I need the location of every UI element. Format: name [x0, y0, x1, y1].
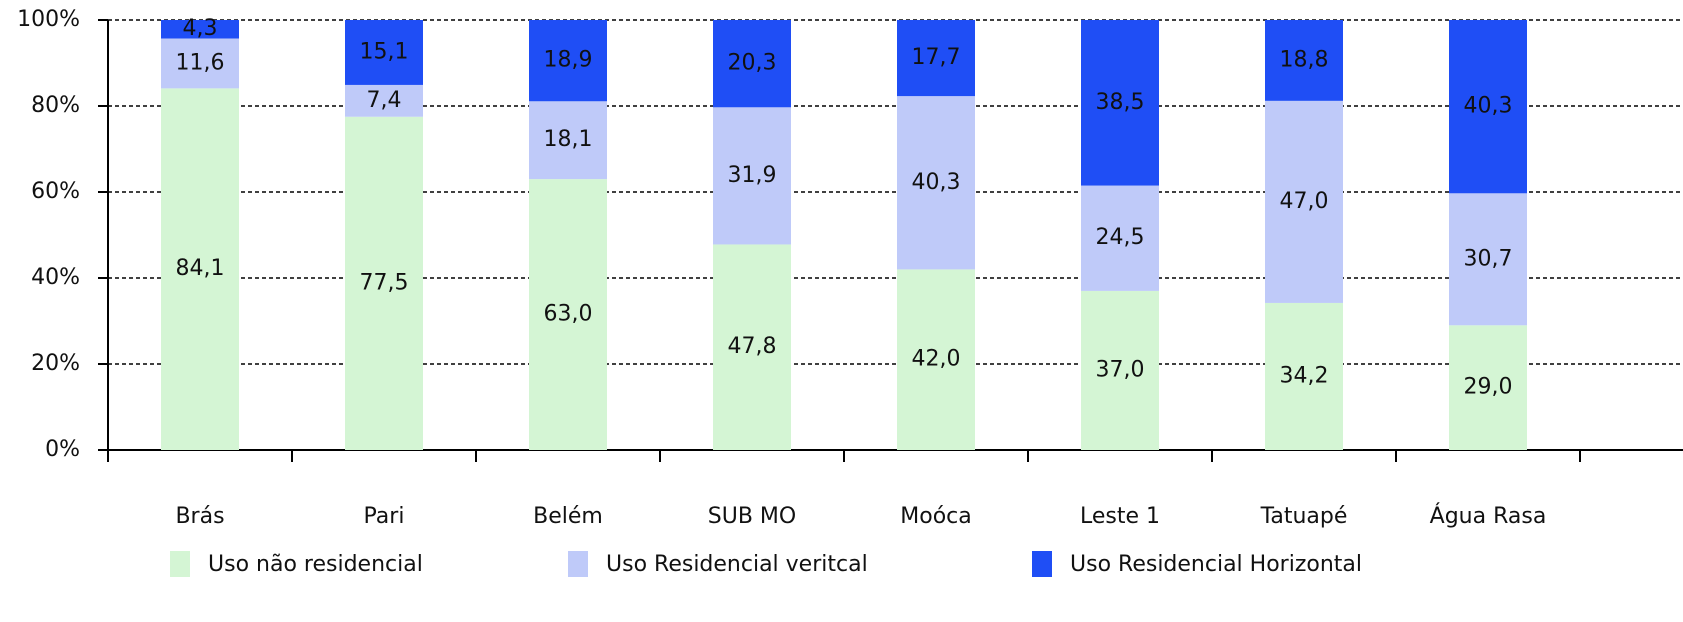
data-label: 34,2	[1280, 363, 1329, 388]
bar-segment	[1449, 193, 1527, 326]
bar-segment	[345, 20, 423, 85]
y-tick-label: 100%	[17, 7, 80, 32]
bar-segment	[713, 244, 791, 450]
data-label: 31,9	[728, 163, 777, 188]
bar-segment	[345, 84, 423, 117]
legend-swatch	[1032, 551, 1052, 577]
data-label: 7,4	[367, 88, 402, 113]
data-label: 18,1	[544, 127, 593, 152]
data-label: 84,1	[176, 256, 225, 281]
bar-segment	[1081, 20, 1159, 186]
bar-segment	[1265, 302, 1343, 450]
bar-segment	[1081, 290, 1159, 450]
legend-swatch	[170, 551, 190, 577]
y-tick-label: 80%	[31, 93, 80, 118]
data-label: 37,0	[1096, 357, 1145, 382]
data-label: 63,0	[544, 302, 593, 327]
data-label: 29,0	[1464, 375, 1513, 400]
legend-swatch	[568, 551, 588, 577]
data-label: 42,0	[912, 347, 961, 372]
y-tick-label: 0%	[45, 437, 80, 462]
bar-segment	[1449, 20, 1527, 194]
bar-segment	[713, 107, 791, 245]
data-label: 40,3	[912, 170, 961, 195]
bar-segment	[1449, 325, 1527, 450]
data-label: 15,1	[360, 39, 409, 64]
data-label: 47,8	[728, 334, 777, 359]
bar-segment	[529, 20, 607, 102]
data-label: 11,6	[176, 50, 225, 75]
x-tick-label: SUB MO	[708, 504, 796, 529]
bar-segment	[897, 20, 975, 97]
bar-segment	[529, 101, 607, 180]
bar-segment	[161, 20, 239, 39]
bar-segment	[345, 116, 423, 450]
x-tick-label: Tatuapé	[1260, 504, 1348, 529]
data-label: 4,3	[183, 16, 218, 41]
bar-segment	[897, 96, 975, 270]
bar-segment	[713, 20, 791, 108]
x-tick-label: Brás	[175, 504, 224, 529]
y-tick-label: 40%	[31, 265, 80, 290]
x-tick-label: Pari	[364, 504, 405, 529]
bar-segment	[529, 179, 607, 450]
data-label: 20,3	[728, 51, 777, 76]
data-label: 18,9	[544, 48, 593, 73]
bar-segment	[161, 88, 239, 451]
data-label: 30,7	[1464, 246, 1513, 271]
y-tick-label: 20%	[31, 351, 80, 376]
data-label: 17,7	[912, 45, 961, 70]
data-label: 24,5	[1096, 225, 1145, 250]
data-label: 47,0	[1280, 189, 1329, 214]
data-label: 18,8	[1280, 47, 1329, 72]
y-tick-label: 60%	[31, 179, 80, 204]
bar-segment	[1081, 185, 1159, 291]
legend-label: Uso Residencial veritcal	[606, 552, 868, 577]
x-tick-label: Belém	[533, 504, 603, 529]
bar-segment	[897, 269, 975, 450]
x-tick-label: Leste 1	[1080, 504, 1160, 529]
x-tick-label: Moóca	[900, 504, 971, 529]
data-label: 77,5	[360, 270, 409, 295]
legend-label: Uso Residencial Horizontal	[1070, 552, 1362, 577]
data-label: 40,3	[1464, 94, 1513, 119]
bar-segment	[1265, 100, 1343, 303]
data-label: 38,5	[1096, 90, 1145, 115]
bar-segment	[161, 38, 239, 89]
x-tick-label: Água Rasa	[1430, 503, 1547, 529]
bar-segment	[1265, 20, 1343, 101]
legend-label: Uso não residencial	[208, 552, 423, 577]
